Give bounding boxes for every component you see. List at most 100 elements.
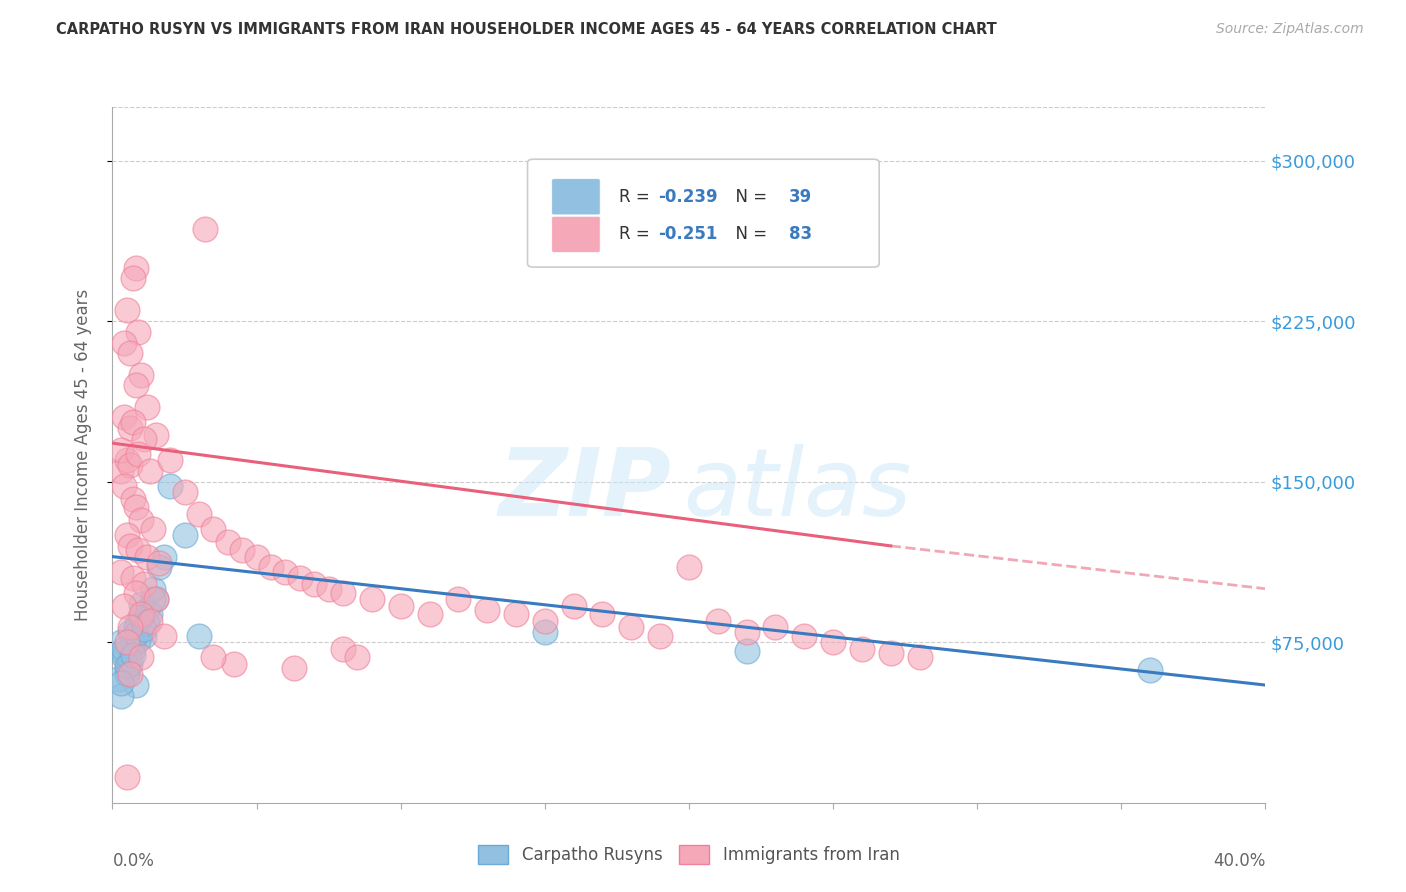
Point (121, 571, 143, 585)
Point (134, 629, 156, 643)
Point (562, 599, 585, 613)
Point (115, 528, 138, 542)
Point (202, 522, 225, 536)
Point (505, 607, 527, 622)
Point (260, 560, 283, 574)
Point (118, 620, 141, 634)
Point (136, 400, 159, 414)
Point (115, 453, 138, 467)
Point (142, 592, 165, 607)
Point (127, 633, 149, 648)
Point (127, 325, 149, 339)
Text: atlas: atlas (683, 444, 911, 535)
Point (129, 650, 153, 665)
Point (145, 427, 167, 442)
FancyBboxPatch shape (551, 216, 600, 252)
Point (115, 635, 138, 649)
Point (115, 658, 138, 673)
Point (129, 513, 153, 527)
Point (112, 650, 135, 665)
Point (332, 641, 354, 656)
Point (188, 507, 211, 521)
Point (194, 222, 217, 236)
Point (124, 626, 146, 640)
Point (124, 586, 146, 600)
Point (134, 432, 156, 446)
Point (112, 410, 135, 425)
Point (533, 614, 555, 628)
Point (346, 650, 368, 665)
Point (112, 599, 135, 613)
Text: -0.239: -0.239 (658, 188, 717, 206)
Point (136, 549, 159, 564)
Point (648, 629, 672, 643)
Point (145, 592, 167, 607)
Point (121, 491, 143, 506)
Point (134, 577, 156, 591)
Point (735, 644, 758, 658)
Point (124, 260, 146, 275)
Text: ZIP: ZIP (499, 443, 672, 536)
Point (318, 582, 340, 596)
Point (145, 592, 167, 607)
Point (222, 657, 245, 671)
Point (148, 560, 170, 574)
Point (793, 629, 815, 643)
Point (188, 629, 211, 643)
Point (121, 415, 143, 429)
Point (110, 464, 132, 478)
Point (118, 421, 141, 435)
Point (136, 603, 159, 617)
Point (127, 614, 149, 628)
Point (115, 303, 138, 318)
Point (129, 597, 153, 611)
Point (136, 615, 159, 630)
Point (110, 565, 132, 579)
Point (121, 641, 143, 656)
Point (231, 543, 253, 558)
Point (107, 672, 129, 686)
Point (202, 650, 225, 665)
Point (110, 442, 132, 457)
Point (1139, 663, 1161, 677)
Point (139, 607, 162, 622)
Point (118, 652, 141, 666)
Point (153, 629, 176, 643)
Point (620, 620, 643, 634)
Point (129, 609, 153, 624)
Point (360, 592, 382, 607)
Text: 39: 39 (789, 188, 813, 206)
Point (121, 637, 143, 651)
Point (142, 522, 165, 536)
Point (288, 571, 311, 585)
Point (115, 663, 138, 677)
FancyBboxPatch shape (527, 159, 879, 267)
Point (129, 368, 153, 382)
Point (139, 464, 162, 478)
Point (159, 453, 181, 467)
Text: R =: R = (619, 188, 655, 206)
Point (118, 346, 141, 360)
Point (139, 614, 162, 628)
Text: N =: N = (724, 188, 772, 206)
Point (217, 534, 239, 549)
Point (124, 378, 146, 392)
Point (173, 528, 195, 542)
Point (475, 603, 498, 617)
Text: Source: ZipAtlas.com: Source: ZipAtlas.com (1216, 22, 1364, 37)
Point (110, 689, 132, 703)
Point (274, 565, 297, 579)
Point (706, 614, 728, 628)
Point (142, 582, 165, 596)
Point (118, 624, 141, 639)
FancyBboxPatch shape (551, 178, 600, 215)
Point (245, 549, 267, 564)
Point (110, 635, 132, 649)
Point (112, 479, 135, 493)
Text: CARPATHO RUSYN VS IMMIGRANTS FROM IRAN HOUSEHOLDER INCOME AGES 45 - 64 YEARS COR: CARPATHO RUSYN VS IMMIGRANTS FROM IRAN H… (56, 22, 997, 37)
Text: 40.0%: 40.0% (1213, 852, 1265, 870)
Text: R =: R = (619, 226, 655, 244)
Point (115, 667, 138, 681)
Point (118, 539, 141, 553)
Point (851, 641, 873, 656)
